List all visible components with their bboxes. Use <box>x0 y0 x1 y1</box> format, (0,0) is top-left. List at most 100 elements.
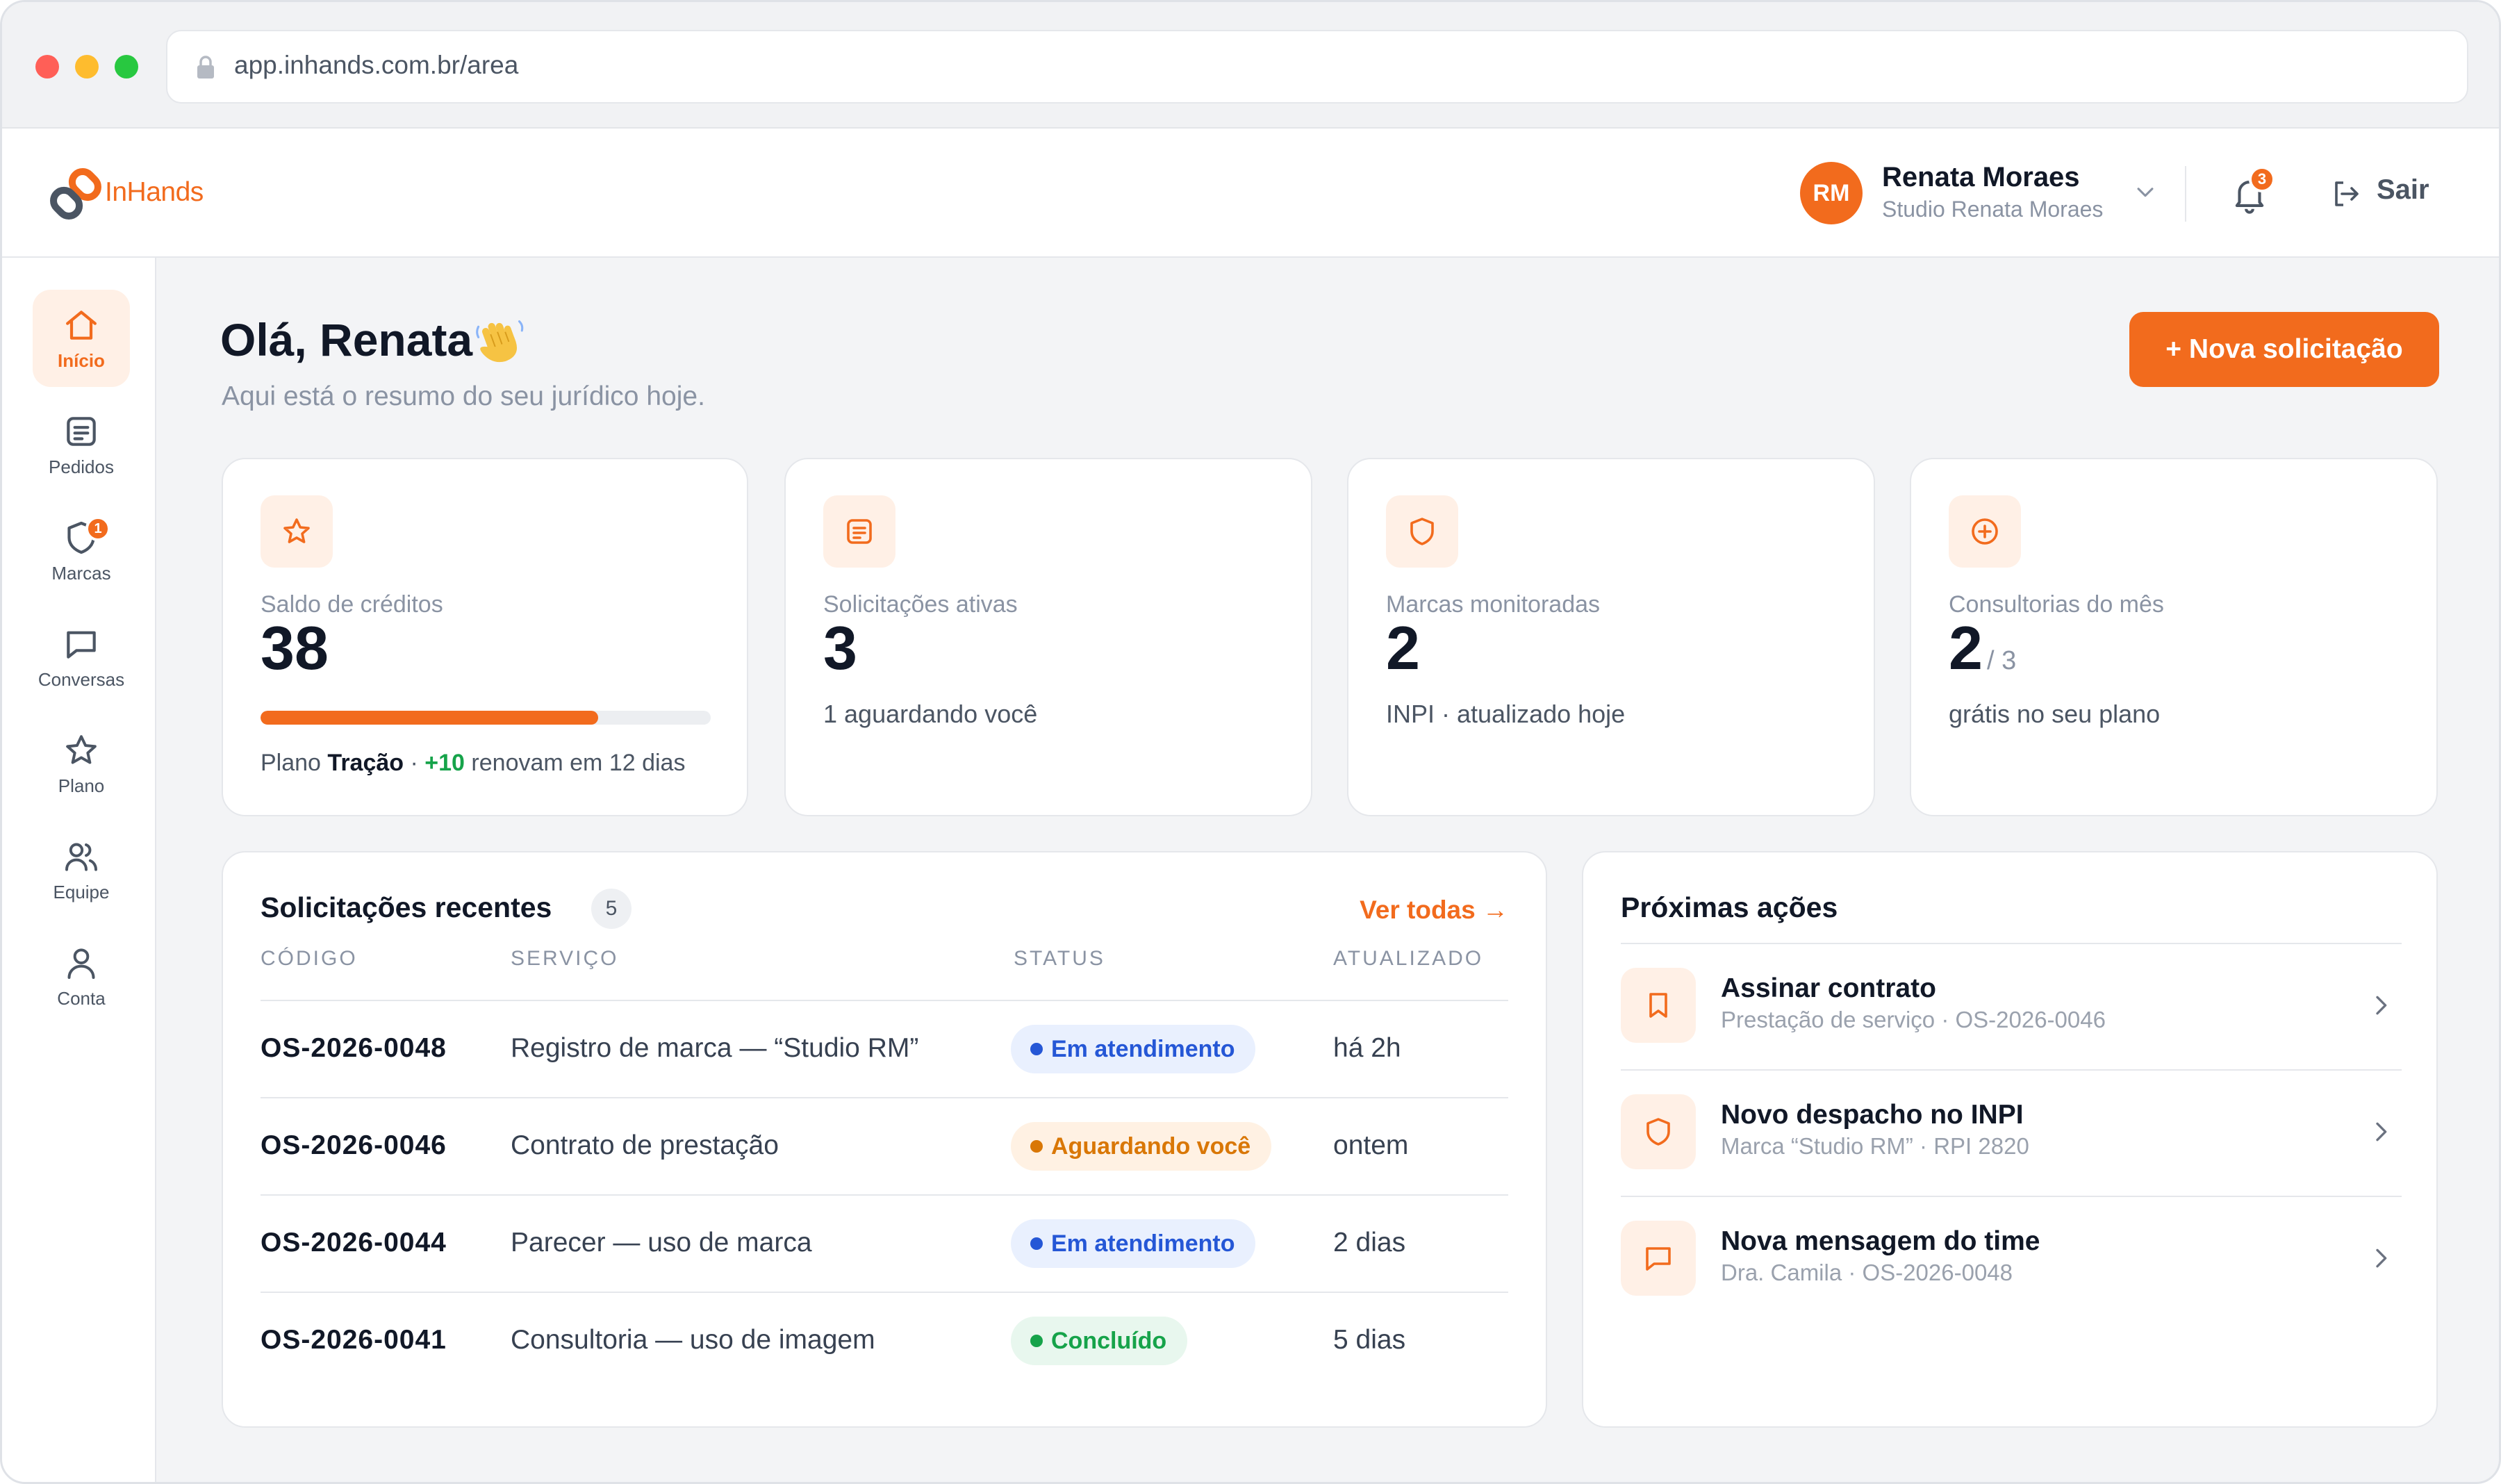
request-updated: 2 dias <box>1333 1228 1406 1258</box>
address-bar[interactable]: app.inhands.com.br/area <box>166 30 2468 104</box>
stat-card-monitored-brands: Marcas monitoradas 2 INPI · atualizado h… <box>1347 458 1875 816</box>
action-title: Nova mensagem do time <box>1721 1226 2040 1256</box>
plan-prefix: Plano <box>261 750 321 776</box>
new-request-button[interactable]: + Nova solicitação <box>2129 312 2439 387</box>
request-service: Registro de marca — “Studio RM” <box>511 1033 919 1063</box>
stat-icon-box <box>1386 495 1458 568</box>
app-header: InHands RM Renata Moraes Studio Renata M… <box>2 129 2499 258</box>
stat-note: 1 aguardando você <box>823 700 1038 728</box>
stat-label: Solicitações ativas <box>823 591 1018 618</box>
sidebar-item-label: Equipe <box>53 881 110 902</box>
team-icon <box>65 843 97 871</box>
sidebar-item-conta[interactable]: Conta <box>33 928 130 1025</box>
logout-icon[interactable] <box>2329 177 2363 211</box>
avatar[interactable]: RM <box>1800 162 1863 224</box>
action-icon-box <box>1621 1221 1696 1296</box>
sidebar-item-inicio[interactable]: Início <box>33 290 130 387</box>
close-window-button[interactable] <box>35 55 59 79</box>
action-subtitle: Dra. Camila · OS-2026-0048 <box>1721 1260 2013 1285</box>
stat-value: 3 <box>823 613 857 682</box>
table-row[interactable]: OS-2026-0044 Parecer — uso de marca Em a… <box>261 1194 1508 1292</box>
star-icon <box>66 734 97 764</box>
bookmark-icon <box>1649 993 1667 1018</box>
sidebar-item-label: Conta <box>57 987 106 1009</box>
request-code: OS-2026-0044 <box>261 1228 447 1258</box>
sidebar-item-label: Pedidos <box>49 456 114 477</box>
next-actions-panel: Próximas ações Assinar contrato Prestaçã… <box>1582 851 2438 1428</box>
sidebar-item-label: Plano <box>58 775 105 796</box>
action-subtitle: Prestação de serviço · OS-2026-0046 <box>1721 1007 2106 1032</box>
page-subtitle: Aqui está o resumo do seu jurídico hoje. <box>222 381 705 411</box>
request-code: OS-2026-0041 <box>261 1325 447 1355</box>
sidebar-item-marcas[interactable]: Marcas 1 <box>33 502 130 600</box>
plan-renewal-text: renovam em 12 dias <box>471 750 686 776</box>
chat-icon <box>67 631 96 659</box>
next-action-item[interactable]: Assinar contrato Prestação de serviço · … <box>1621 943 2402 1069</box>
action-icon-box <box>1621 1094 1696 1169</box>
table-row[interactable]: OS-2026-0041 Consultoria — uso de imagem… <box>261 1292 1508 1389</box>
page-title: Olá, Renata <box>220 314 473 365</box>
request-service: Consultoria — uso de imagem <box>511 1325 875 1355</box>
see-all-link[interactable]: Ver todas → <box>1360 896 1508 924</box>
url-text: app.inhands.com.br/area <box>234 51 519 79</box>
stat-label: Marcas monitoradas <box>1386 591 1601 618</box>
status-badge: Aguardando você <box>1011 1122 1272 1171</box>
request-updated: ontem <box>1333 1130 1409 1160</box>
next-actions-title: Próximas ações <box>1621 891 1838 923</box>
status-badge: Em atendimento <box>1011 1025 1256 1073</box>
credits-progress-bar <box>261 711 711 725</box>
stat-value-total: / 3 <box>1986 646 2017 675</box>
lock-icon <box>197 56 214 79</box>
inhands-logo-icon[interactable] <box>48 166 104 222</box>
chat-icon <box>1646 1247 1671 1271</box>
stat-icon-box <box>261 495 333 568</box>
stat-icon-box <box>823 495 895 568</box>
sidebar-item-pedidos[interactable]: Pedidos <box>33 396 130 493</box>
divider <box>1621 943 2402 944</box>
recent-requests-panel: Solicitações recentes 5 Ver todas → CÓDI… <box>222 851 1547 1428</box>
maximize-window-button[interactable] <box>115 55 138 79</box>
stat-value: 2 <box>1386 613 1420 682</box>
user-company: Studio Renata Moraes <box>1882 197 2104 222</box>
sidebar-item-label: Marcas <box>51 562 111 584</box>
stat-value-number: 2 <box>1949 613 1983 682</box>
home-icon <box>66 310 97 340</box>
stat-icon-box <box>1949 495 2021 568</box>
next-action-item[interactable]: Novo despacho no INPI Marca “Studio RM” … <box>1621 1069 2402 1196</box>
stat-note: grátis no seu plano <box>1949 700 2161 728</box>
chevron-right-icon <box>2376 996 2387 1015</box>
divider <box>1621 1069 2402 1071</box>
chevron-down-icon[interactable] <box>2133 180 2157 204</box>
table-row[interactable]: OS-2026-0046 Contrato de prestação Aguar… <box>261 1097 1508 1194</box>
sidebar: Início Pedidos Marcas 1 Conversas <box>2 258 156 1482</box>
minimize-window-button[interactable] <box>75 55 99 79</box>
star-icon <box>283 518 310 543</box>
recent-count-badge: 5 <box>591 889 632 929</box>
plan-renewal-amount: +10 <box>424 750 465 776</box>
status-badge: Concluído <box>1011 1317 1188 1365</box>
sidebar-item-conversas[interactable]: Conversas <box>33 609 130 706</box>
table-row[interactable]: OS-2026-0048 Registro de marca — “Studio… <box>261 1000 1508 1097</box>
column-header-service: SERVIÇO <box>511 947 619 970</box>
chevron-right-icon <box>2376 1248 2387 1268</box>
plan-name: Tração <box>327 750 404 776</box>
sidebar-item-equipe[interactable]: Equipe <box>33 821 130 918</box>
action-subtitle: Marca “Studio RM” · RPI 2820 <box>1721 1133 2029 1159</box>
shield-icon <box>1646 1118 1670 1146</box>
sidebar-item-plano[interactable]: Plano <box>33 715 130 812</box>
user-icon <box>67 948 95 979</box>
user-name[interactable]: Renata Moraes <box>1882 162 2080 192</box>
browser-chrome: app.inhands.com.br/area <box>2 2 2499 129</box>
plan-separator: · <box>410 750 418 776</box>
stat-card-credits: Saldo de créditos 38 Plano Tração · +10 … <box>222 458 748 816</box>
next-action-item[interactable]: Nova mensagem do time Dra. Camila · OS-2… <box>1621 1196 2402 1322</box>
request-code: OS-2026-0048 <box>261 1033 447 1063</box>
logout-button[interactable]: Sair <box>2377 174 2429 205</box>
credits-progress-fill <box>261 711 598 725</box>
header-divider <box>2185 166 2186 222</box>
status-badge: Em atendimento <box>1011 1219 1256 1268</box>
stat-value: 2/ 3 <box>1949 618 2016 679</box>
chevron-right-icon <box>2376 1122 2387 1141</box>
stat-label: Saldo de créditos <box>261 591 443 618</box>
